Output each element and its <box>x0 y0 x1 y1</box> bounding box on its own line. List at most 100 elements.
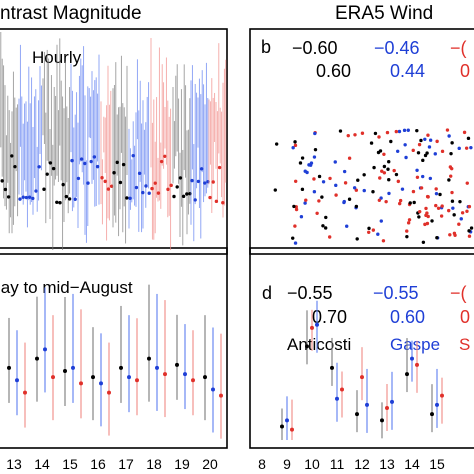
hourly-point <box>76 176 81 181</box>
wind-scatter-point <box>404 155 408 160</box>
wind-scatter-point <box>406 221 411 225</box>
daily-mean-point <box>79 381 83 386</box>
hourly-point <box>27 195 32 199</box>
wind-scatter-point <box>469 226 474 230</box>
hourly-point <box>169 183 173 188</box>
wind-scatter-point <box>433 152 437 156</box>
wind-scatter-point <box>398 198 403 203</box>
hourly-point <box>150 186 154 191</box>
hourly-point <box>211 180 215 184</box>
wind-scatter-point <box>372 165 376 170</box>
wind-scatter-point <box>465 181 469 185</box>
wind-scatter-point <box>380 169 384 173</box>
wind-scatter-point <box>367 226 371 231</box>
wind-scatter-point <box>435 139 439 144</box>
wind-scatter-point <box>320 195 324 199</box>
wind-scatter-point <box>312 190 317 194</box>
wind-scatter-point <box>469 145 473 150</box>
wind-scatter-point <box>293 179 298 183</box>
wind-mean-point <box>290 427 294 432</box>
wind-scatter-point <box>417 215 421 219</box>
hourly-point <box>137 171 142 176</box>
hourly-point <box>95 164 100 169</box>
wind-scatter-point <box>418 209 422 214</box>
wind-scatter-point <box>303 169 307 173</box>
wind-scatter-point <box>415 128 419 133</box>
title-left: ntrast Magnitude <box>0 3 142 24</box>
hourly-point <box>31 196 35 201</box>
wind-scatter-point <box>408 201 412 205</box>
hourly-point <box>193 198 197 202</box>
wind-scatter-point <box>416 151 421 155</box>
wind-scatter-point <box>449 174 453 178</box>
wind-scatter-point <box>387 191 391 196</box>
wind-scatter-point <box>394 129 399 134</box>
hourly-point <box>0 179 4 183</box>
hourly-point <box>64 194 69 199</box>
wind-scatter-point <box>376 232 380 236</box>
daily-mean-point <box>43 347 47 352</box>
wind-scatter-point <box>392 168 396 173</box>
wind-scatter-point <box>345 224 349 228</box>
wind-scatter-point <box>321 224 325 228</box>
wind-scatter-point <box>298 161 303 165</box>
wind-scatter-point <box>424 206 428 211</box>
wind-scatter-point <box>405 229 409 233</box>
wind-scatter-point <box>293 224 297 228</box>
wind-scatter-point <box>377 135 381 139</box>
hourly-point <box>185 192 189 196</box>
hourly-point <box>221 201 225 205</box>
wind-scatter-point <box>324 215 328 220</box>
wind-scatter-point <box>434 191 439 196</box>
hourly-point <box>156 191 161 195</box>
daily-mean-point <box>23 390 27 395</box>
wind-scatter-point <box>450 141 454 145</box>
daily-mean-point <box>135 378 139 383</box>
wind-scatter-point <box>291 236 295 240</box>
x-tick-label-right: 10 <box>304 456 320 472</box>
x-tick-label-left: 16 <box>90 456 106 472</box>
daily-mean-point <box>183 372 187 377</box>
wind-scatter-point <box>389 139 393 144</box>
wind-scatter-point <box>426 133 430 137</box>
wind-scatter-point <box>426 214 430 219</box>
wind-scatter-point <box>448 233 452 237</box>
wind-mean-point <box>415 362 419 367</box>
wind-scatter-point <box>464 146 469 150</box>
wind-scatter-point <box>457 146 461 151</box>
wind-scatter-point <box>435 236 439 240</box>
hourly-point <box>58 201 62 205</box>
wind-scatter-point <box>367 230 371 235</box>
x-tick-label-left: 13 <box>6 456 22 472</box>
wind-scatter-point <box>423 137 427 141</box>
hourly-point <box>118 180 123 185</box>
hourly-point <box>115 160 119 165</box>
hourly-point <box>10 154 14 158</box>
panel-d-stat-red-2: 0 <box>460 307 470 327</box>
x-tick-label-left: 18 <box>146 456 162 472</box>
hourly-point <box>83 161 87 166</box>
x-tick-label-left: 14 <box>34 456 50 472</box>
x-tick-label-right: 14 <box>404 456 420 472</box>
hourly-point <box>103 179 107 184</box>
wind-scatter-point <box>436 206 441 210</box>
hourly-point <box>199 167 204 171</box>
hourly-point <box>21 195 25 199</box>
wind-scatter-point <box>362 188 366 193</box>
wind-scatter-point <box>354 188 359 192</box>
hourly-point <box>190 178 194 183</box>
daily-mean-point <box>71 365 75 370</box>
x-tick-label-right: 12 <box>354 456 370 472</box>
wind-scatter-point <box>384 199 388 204</box>
wind-scatter-point <box>415 168 419 172</box>
daily-mean-point <box>7 365 11 370</box>
wind-mean-point <box>335 396 339 401</box>
wind-scatter-point <box>377 198 382 202</box>
wind-scatter-point <box>294 207 299 212</box>
hourly-point <box>214 199 219 204</box>
wind-scatter-point <box>430 219 434 223</box>
wind-scatter-point <box>465 209 469 213</box>
wind-scatter-point <box>467 234 472 238</box>
hourly-point <box>203 181 207 185</box>
